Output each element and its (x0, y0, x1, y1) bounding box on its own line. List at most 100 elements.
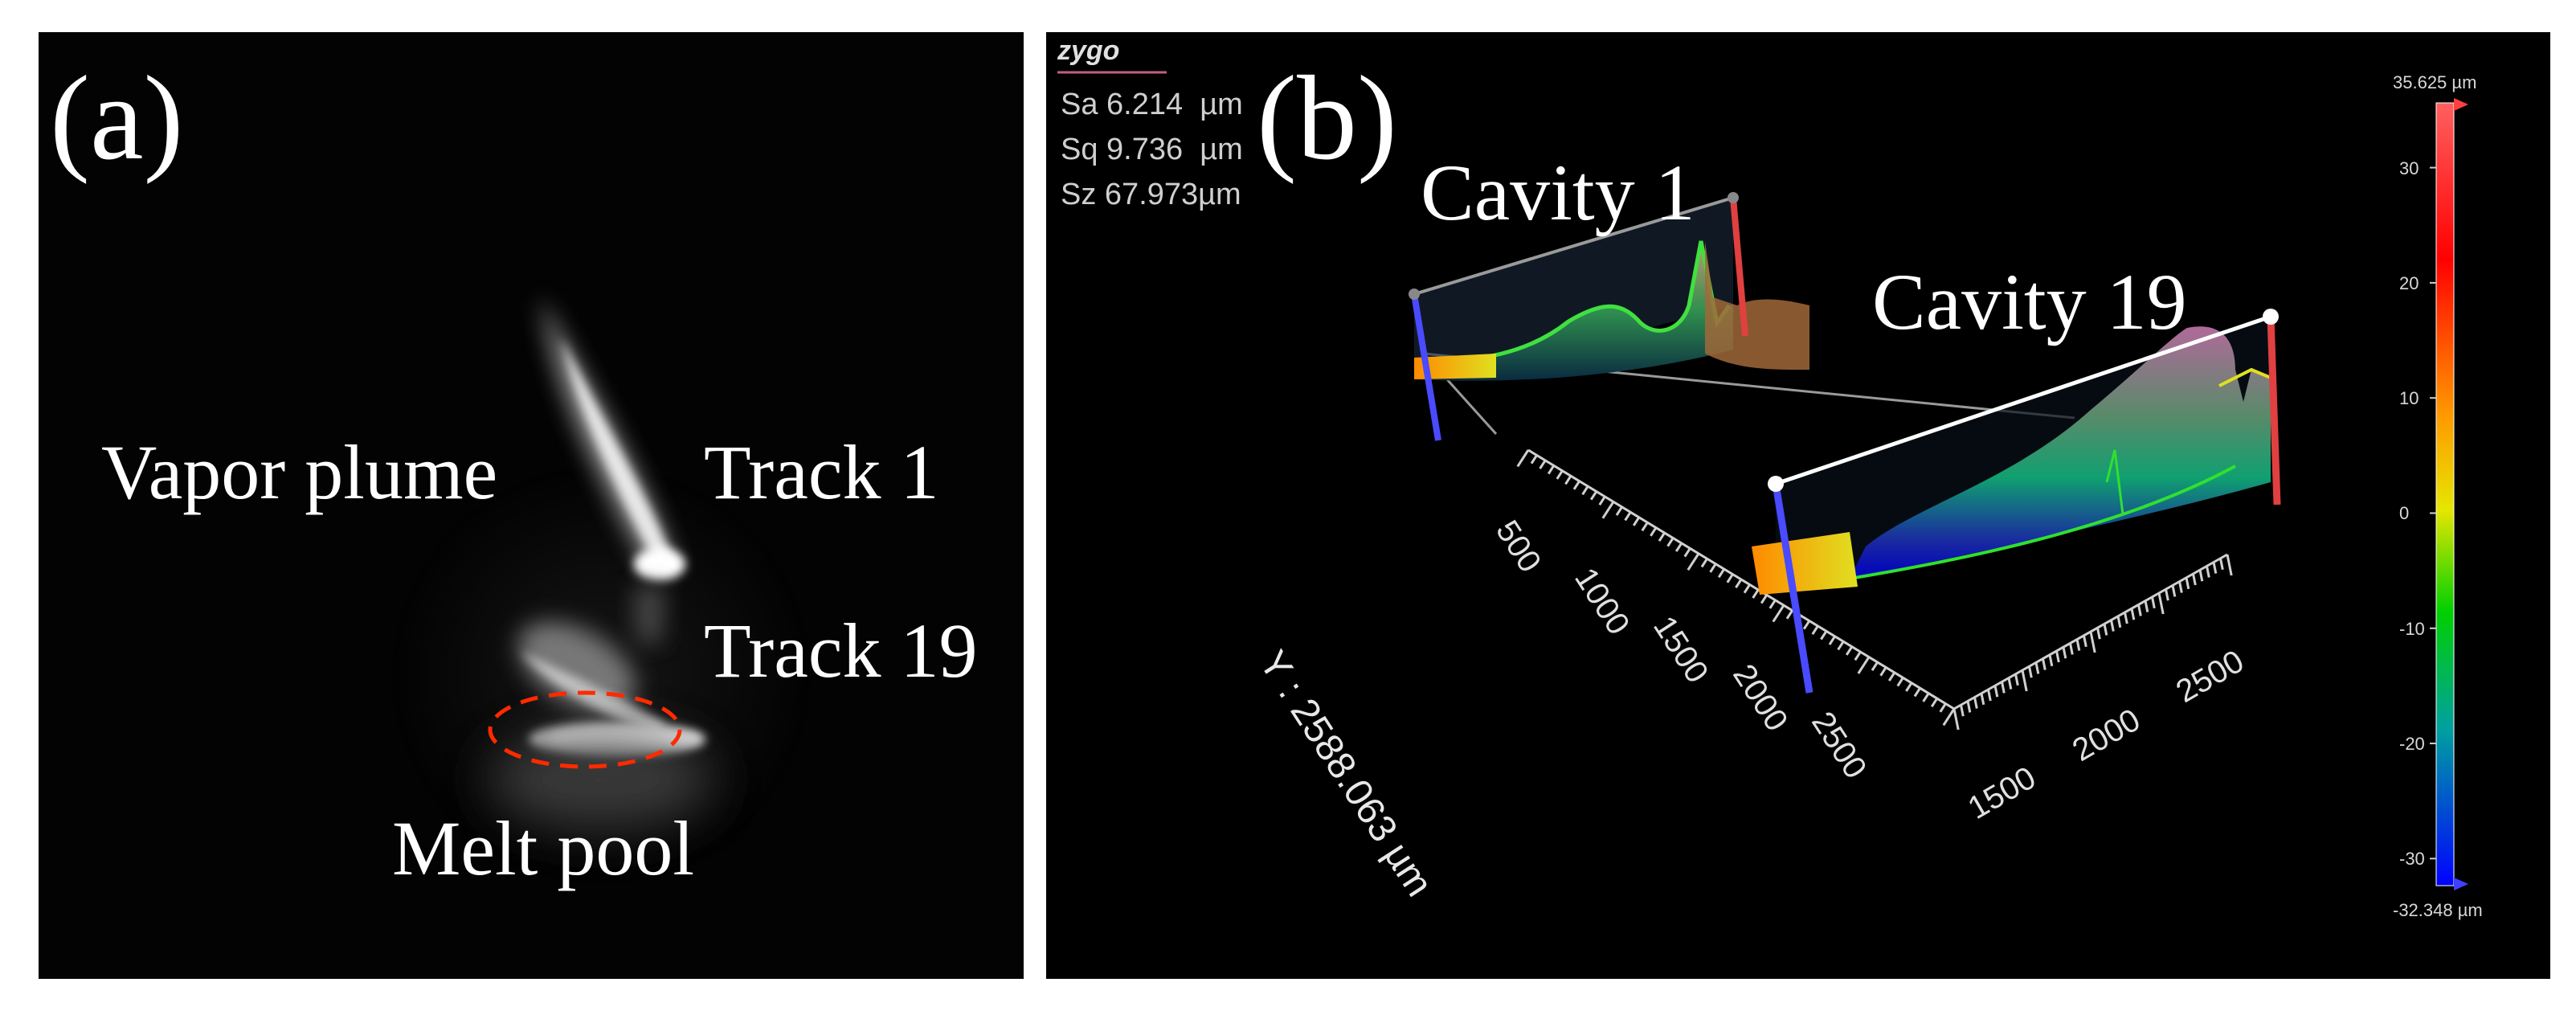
y-axis-tick (1683, 547, 1691, 558)
x-axis-tick (2144, 600, 2149, 612)
panel-b-label: (b) (1257, 51, 1397, 185)
x-axis-tick (2001, 682, 2006, 694)
colorbar-tick-label: -30 (2399, 849, 2425, 870)
plume-image (39, 32, 1024, 979)
y-axis-tick (1735, 579, 1743, 589)
x-axis-tick (2219, 558, 2224, 571)
y-axis-tick (1564, 475, 1572, 485)
x-axis-tick (2055, 650, 2060, 663)
colorbar (2430, 98, 2468, 890)
colorbar-max-label: 35.625 µm (2393, 72, 2477, 92)
x-axis-tick (2151, 596, 2156, 609)
x-axis-tick (2014, 673, 2019, 686)
colorbar-tick-label: -20 (2399, 734, 2425, 755)
colorbar-tick-label: 30 (2399, 158, 2419, 178)
y-axis-tick (1942, 708, 1956, 727)
x-axis-tick (2185, 577, 2190, 590)
profilometer-panel: zygo Sa 6.214 µm Sq 9.736 µm Sz 67.973µm… (1046, 32, 2550, 979)
y-axis-tick (1871, 661, 1879, 672)
zygo-logo: zygo (1057, 35, 1120, 66)
y-axis-tick (1845, 645, 1854, 656)
y-axis-tick (1589, 490, 1598, 501)
y-axis-tick (1658, 532, 1666, 542)
y-axis-tick (1837, 641, 1845, 651)
metric-sq: Sq 9.736 µm (1061, 133, 1243, 166)
x-axis-tick (2178, 581, 2183, 593)
colorbar-tick-label: 10 (2399, 388, 2419, 409)
panel-a-label: (a) (50, 51, 184, 185)
colorbar-tick-label: 0 (2399, 503, 2410, 524)
roughness-metrics: Sa 6.214 µm Sq 9.736 µm Sz 67.973µm (1061, 82, 1243, 217)
track-1-label: Track 1 (704, 429, 939, 515)
x-axis-tick (2089, 631, 2096, 653)
colorbar-min-label: -32.348 µm (2393, 900, 2483, 920)
x-axis-tick (1973, 697, 1978, 709)
y-axis-tick (1726, 573, 1734, 583)
x-axis-tick (2110, 620, 2115, 632)
y-axis-tick (1687, 552, 1700, 571)
x-axis-tick (2103, 624, 2108, 636)
x-axis-tick (2048, 654, 2054, 667)
x-axis-tick (2083, 635, 2087, 648)
y-axis-tick (1700, 558, 1708, 568)
x-axis-tick (2212, 562, 2218, 574)
cavity-1-profile (1409, 192, 1809, 441)
y-axis-tick (1547, 465, 1556, 475)
x-axis-tick (2198, 569, 2204, 582)
y-axis-tick (1752, 589, 1760, 599)
y-axis-tick (1820, 630, 1828, 641)
y-axis-tick (1624, 511, 1632, 522)
x-axis-tick (2124, 612, 2128, 624)
y-axis-tick (1802, 620, 1811, 630)
cavity-19-profile (1752, 309, 2281, 694)
y-axis-tick (1930, 698, 1939, 708)
high-speed-image-panel: (a) Vapor plume Track 1 Track 19 Melt po… (39, 32, 1024, 979)
y-axis-tick (1857, 656, 1871, 674)
y-axis-tick (1879, 666, 1887, 677)
y-axis-tick (1556, 469, 1564, 480)
x-axis-tick (2171, 585, 2177, 597)
x-axis-tick (2096, 627, 2101, 640)
y-axis-tick (1717, 568, 1726, 579)
x-axis-tick (2157, 592, 2165, 615)
x-axis-tick (1980, 693, 1985, 706)
y-axis-tick (1743, 583, 1751, 594)
x-axis-tick (2069, 643, 2074, 655)
x-axis-tick (1993, 685, 1999, 698)
y-axis-tick (1530, 454, 1538, 465)
surface-3d-view (1057, 71, 2468, 890)
y-axis-tick (1674, 542, 1683, 552)
x-axis-tick (2226, 554, 2233, 576)
y-axis-tick (1641, 522, 1649, 532)
vapor-plume-track-19 (518, 622, 665, 739)
y-axis-tick (1811, 625, 1819, 635)
y-axis-tick (1905, 682, 1913, 692)
y-axis-tick (1601, 501, 1615, 519)
y-axis-tick (1887, 672, 1896, 682)
y-axis-tick (1598, 496, 1606, 506)
y-axis-tick (1666, 537, 1674, 547)
y-axis-tick (1581, 485, 1589, 496)
melt-pool-label: Melt pool (392, 805, 694, 891)
melt-pool-marker (488, 690, 682, 769)
y-axis-tick (1516, 449, 1530, 468)
x-axis-tick (2206, 566, 2210, 578)
y-axis-tick (1896, 677, 1904, 687)
vapor-plume-label: Vapor plume (101, 429, 498, 515)
x-axis-tick (2116, 616, 2122, 628)
y-axis-tick (1785, 609, 1793, 620)
x-axis-tick (2130, 608, 2136, 620)
colorbar-tick-label: 20 (2399, 272, 2419, 293)
y-axis-tick (1615, 506, 1623, 516)
track-19-label: Track 19 (704, 608, 978, 694)
x-axis-tick (1987, 689, 1992, 702)
colorbar-tick-label: -10 (2399, 618, 2425, 639)
y-axis-tick (1854, 651, 1862, 661)
y-axis-tick (1922, 692, 1930, 702)
x-axis-tick (1952, 708, 1960, 731)
y-axis-tick (1913, 687, 1921, 698)
y-axis (1516, 448, 1956, 727)
x-axis-tick (1966, 701, 1972, 713)
x-axis-tick (2192, 573, 2197, 586)
x-axis-tick (2062, 646, 2067, 659)
